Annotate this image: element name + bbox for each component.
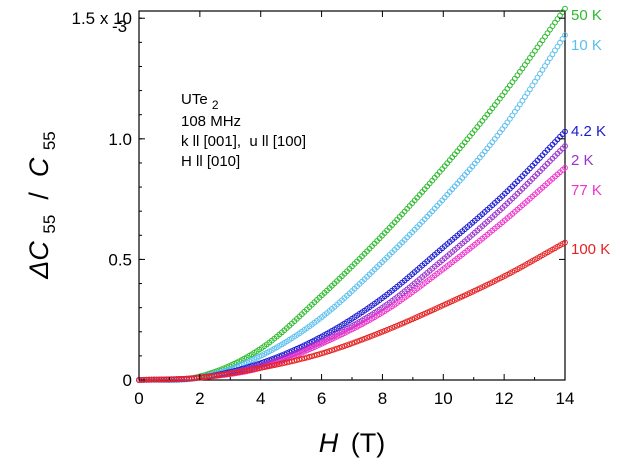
annotation-polarization: k ll [001], u ll [100] xyxy=(181,133,306,150)
data-point xyxy=(534,74,541,81)
annotation-material-main: UTe xyxy=(181,91,208,108)
series-label-layer: 50 K 10 K 4.2 K 2 K 77 K 100 K xyxy=(571,7,610,258)
series-label: 50 K xyxy=(571,7,602,24)
data-point xyxy=(316,351,323,358)
annotation-frequency: 108 MHz xyxy=(181,113,241,130)
data-point xyxy=(339,344,345,350)
y-axis-title-part-1: ΔC xyxy=(24,241,54,280)
data-point xyxy=(489,105,496,112)
data-point xyxy=(537,70,543,77)
data-point xyxy=(494,98,501,105)
data-point xyxy=(309,353,315,360)
data-point xyxy=(329,347,335,354)
x-tick-label: 8 xyxy=(378,389,387,408)
y-axis-title-part-4: C xyxy=(24,157,54,177)
y-axis-title-part-2: 55 xyxy=(40,215,59,234)
data-point xyxy=(349,340,355,347)
x-axis-title: H (T) xyxy=(319,428,386,458)
data-point xyxy=(491,102,498,108)
series-label: 100 K xyxy=(571,241,610,258)
data-point xyxy=(506,82,513,89)
data-point xyxy=(529,82,536,89)
y-axis-title-part-5: 55 xyxy=(40,131,59,150)
y-tick-label: 0 xyxy=(123,371,132,390)
x-tick-label: 0 xyxy=(134,389,143,408)
data-point xyxy=(562,143,568,149)
data-point xyxy=(306,354,313,360)
data-point xyxy=(344,342,350,349)
data-point xyxy=(354,338,360,345)
data-point xyxy=(547,55,553,62)
data-point xyxy=(303,354,310,361)
y-tick-label: 1.5 x 10 xyxy=(72,9,133,28)
y-axis-title-part-3: / xyxy=(24,185,54,208)
data-point xyxy=(484,111,491,118)
data-point xyxy=(496,95,503,102)
x-tick-label: 2 xyxy=(195,389,204,408)
annotation-block: UTe 2 108 MHz k ll [001], u ll [100] H l… xyxy=(181,91,306,170)
data-point xyxy=(544,59,551,65)
series-label: 10 K xyxy=(571,37,602,54)
annotation-field-direction: H ll [010] xyxy=(181,153,240,170)
data-point xyxy=(351,339,358,346)
data-point xyxy=(501,89,508,95)
data-point xyxy=(341,343,348,349)
data-point xyxy=(494,132,501,139)
series-layer xyxy=(136,5,568,383)
x-axis-variable: H xyxy=(319,428,339,458)
data-point xyxy=(499,92,506,99)
data-point xyxy=(562,239,568,246)
data-point xyxy=(542,63,548,69)
series-label: 77 K xyxy=(571,182,602,199)
data-point xyxy=(319,350,325,357)
data-point xyxy=(562,5,568,12)
data-point xyxy=(562,32,568,39)
x-tick-label: 14 xyxy=(556,389,575,408)
data-point xyxy=(499,126,506,133)
annotation-material: UTe 2 xyxy=(181,91,219,112)
data-point xyxy=(301,355,308,362)
data-point xyxy=(562,128,568,135)
series-5 xyxy=(136,239,568,383)
x-tick-label: 6 xyxy=(317,389,326,408)
data-point xyxy=(486,108,493,115)
y-tick-exponent: -3 xyxy=(112,17,127,36)
x-tick-label: 12 xyxy=(495,389,514,408)
series-label: 4.2 K xyxy=(571,123,606,140)
data-point xyxy=(334,345,340,352)
data-point xyxy=(314,351,320,358)
data-point xyxy=(549,51,556,58)
y-tick-label: 1.0 xyxy=(108,130,132,149)
data-point xyxy=(311,352,318,359)
data-point xyxy=(532,78,538,85)
x-axis-unit: (T) xyxy=(351,428,385,458)
data-point xyxy=(336,344,343,351)
data-point xyxy=(491,136,498,142)
data-point xyxy=(331,346,338,353)
series-label: 2 K xyxy=(571,152,594,169)
data-point xyxy=(346,341,353,348)
data-point xyxy=(326,348,333,354)
data-point xyxy=(324,348,330,355)
x-tick-label: 4 xyxy=(256,389,265,408)
data-point xyxy=(504,85,511,92)
tick-layer xyxy=(138,11,566,381)
data-point xyxy=(539,67,546,73)
tick-label-layer: 0 2 4 6 8 10 12 14 0 0.5 1.0 1.5 x 10 xyxy=(72,9,575,408)
data-point xyxy=(509,79,516,85)
data-point xyxy=(321,349,328,356)
x-tick-label: 10 xyxy=(434,389,453,408)
y-axis-title: ΔC 55 / C 55 xyxy=(24,131,61,280)
annotation-material-sub: 2 xyxy=(212,98,219,112)
data-point xyxy=(489,139,496,146)
data-point xyxy=(298,355,305,362)
y-tick-label: 0.5 xyxy=(108,250,132,269)
data-point xyxy=(496,129,503,136)
data-point xyxy=(562,164,568,171)
